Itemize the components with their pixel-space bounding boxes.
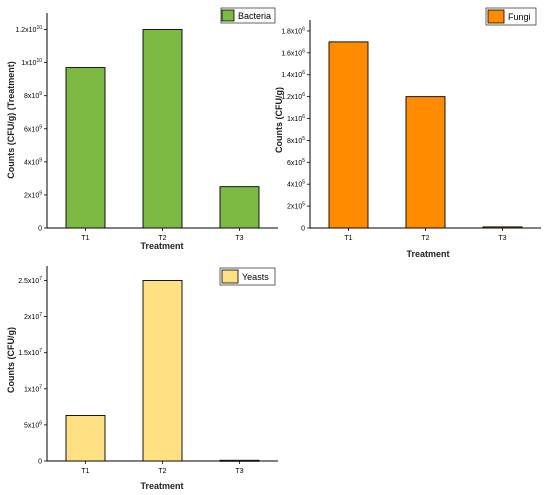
y-tick-label: 2x105 [287, 202, 305, 211]
y-tick-label: 8x105 [287, 136, 305, 145]
x-tick-label: T2 [158, 235, 166, 242]
legend-swatch [221, 9, 235, 22]
y-tick-label: 1.5x107 [18, 348, 42, 357]
legend: Fungi [485, 7, 537, 26]
y-tick-label: 1.6x106 [281, 48, 305, 57]
bars [65, 279, 260, 462]
y-tick-label: 6x105 [287, 158, 305, 167]
bars [328, 41, 523, 229]
legend-frame [220, 7, 276, 24]
legend: Yeasts [219, 267, 276, 286]
x-tick-label: T1 [344, 235, 352, 242]
y-tick-label: 8x109 [24, 91, 42, 100]
x-tick-label: T2 [421, 235, 429, 242]
y-tick-label: 1.8x106 [281, 26, 305, 35]
y-tick-label: 4x105 [287, 180, 305, 189]
y-tick-label: 1x106 [287, 114, 305, 123]
x-axis-label: Treatment [140, 241, 183, 251]
fungi-panel: 0 2x105 4x105 6x105 8x105 1x106 1.2x106 1.4x106… [274, 7, 541, 259]
legend-label: Yeasts [242, 272, 269, 282]
legend-swatch [221, 269, 239, 284]
y-tick-label: 1x1010 [21, 58, 42, 67]
bar-t2 [142, 29, 183, 229]
y-tick-label: 0 [38, 226, 42, 233]
bar-t2 [405, 96, 446, 229]
y-tick-label: 0 [301, 226, 305, 233]
bacteria-panel: 0 2x109 4x109 6x109 8x109 1x1010 1.2x1010 T1 T2… [6, 7, 278, 251]
x-axis-label: Treatment [406, 249, 449, 259]
y-tick-label: 2x107 [24, 312, 42, 321]
x-ticks: T1 T2 T3 [81, 461, 244, 475]
x-ticks: T1 T2 T3 [344, 228, 507, 242]
yeasts-panel: 0 5x106 1x107 1.5x107 2x107 2.5x107 T1 T2 T3 Tr… [6, 266, 278, 491]
y-axis-label: Counts (CFU/g) [6, 327, 16, 393]
y-axis-label: Counts (CFU/g) [274, 87, 284, 153]
y-tick-label: 2x109 [24, 190, 42, 199]
y-tick-label: 2.5x107 [18, 276, 42, 285]
y-tick-label: 5x106 [24, 420, 42, 429]
legend-label: Bacteria [238, 11, 271, 21]
bar-t1 [65, 67, 106, 229]
legend-swatch [487, 9, 505, 24]
bar-t1 [328, 41, 369, 229]
bars [65, 29, 260, 229]
y-tick-label: 4x109 [24, 157, 42, 166]
legend-label: Fungi [508, 12, 531, 22]
y-tick-label: 6x109 [24, 124, 42, 133]
bar-t3 [482, 226, 523, 229]
legend-frame [219, 267, 276, 286]
bar-t3 [219, 186, 260, 229]
x-tick-label: T1 [81, 235, 89, 242]
bar-t2 [142, 279, 183, 462]
legend-frame [485, 7, 537, 26]
bar-t1 [65, 415, 106, 462]
y-tick-label: 0 [38, 459, 42, 466]
y-ticks: 0 5x106 1x107 1.5x107 2x107 2.5x107 [18, 276, 47, 466]
x-tick-label: T3 [498, 235, 506, 242]
x-tick-label: T3 [235, 235, 243, 242]
y-tick-label: 1x107 [24, 384, 42, 393]
y-tick-label: 1.2x1010 [15, 25, 42, 34]
x-tick-label: T1 [81, 468, 89, 475]
y-tick-label: 1.4x106 [281, 70, 305, 79]
x-tick-label: T3 [235, 468, 243, 475]
y-axis-label: Counts (CFU/g) (Treatment) [6, 61, 16, 179]
x-tick-label: T2 [158, 468, 166, 475]
x-ticks: T1 T2 T3 [81, 228, 244, 242]
y-ticks: 0 2x105 4x105 6x105 8x105 1x106 1.2x106 1.4x106… [281, 26, 310, 233]
y-tick-label: 1.2x106 [281, 92, 305, 101]
y-ticks: 0 2x109 4x109 6x109 8x109 1x1010 1.2x1010 [15, 25, 47, 233]
x-axis-label: Treatment [140, 481, 183, 491]
legend: Bacteria [220, 7, 276, 24]
